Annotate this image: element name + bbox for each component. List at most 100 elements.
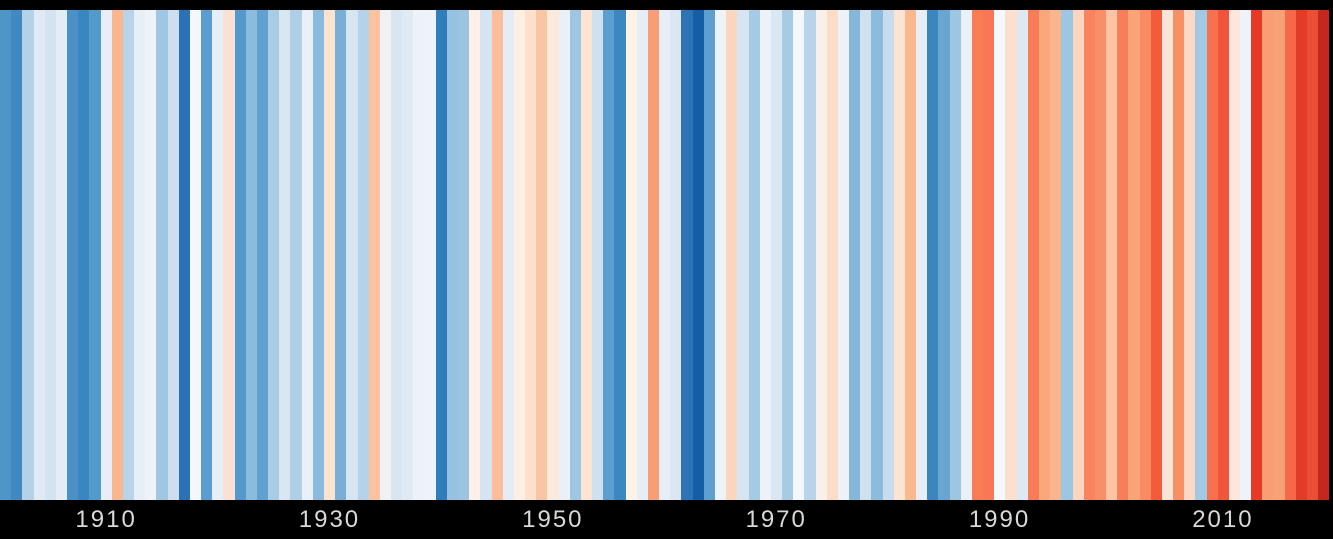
x-tick-1910: 1910 <box>75 506 137 533</box>
x-tick-1950: 1950 <box>522 506 584 533</box>
stripe-2006 <box>1173 10 1185 500</box>
stripes-band <box>0 10 1330 500</box>
stripe-2014 <box>1262 10 1274 500</box>
stripe-1948 <box>525 10 537 500</box>
x-axis-band: 1910 1930 1950 1970 1990 2010 <box>0 500 1333 539</box>
stripe-1952 <box>569 10 581 500</box>
stripe-1990 <box>994 10 1006 500</box>
stripe-1919 <box>201 10 213 500</box>
stripe-1934 <box>368 10 380 500</box>
stripe-1927 <box>290 10 302 500</box>
stripe-1935 <box>379 10 392 500</box>
stripe-2004 <box>1150 10 1162 500</box>
stripe-1926 <box>279 10 291 500</box>
stripe-2010 <box>1217 10 1229 500</box>
stripe-2000 <box>1106 10 1118 500</box>
stripe-1997 <box>1072 10 1084 500</box>
stripe-1914 <box>145 10 157 500</box>
stripe-1998 <box>1083 10 1095 500</box>
x-tick-2010: 2010 <box>1192 506 1254 533</box>
stripe-1984 <box>927 10 939 500</box>
stripe-2009 <box>1206 10 1218 500</box>
stripe-1973 <box>804 10 816 500</box>
stripe-1902 <box>11 10 23 500</box>
top-border <box>0 0 1333 10</box>
stripe-2019 <box>1318 10 1330 500</box>
stripe-1993 <box>1027 10 1039 500</box>
stripe-1982 <box>904 10 917 500</box>
stripe-1923 <box>245 10 257 500</box>
stripe-1969 <box>759 10 771 500</box>
stripe-1964 <box>703 10 715 500</box>
stripe-1949 <box>536 10 548 500</box>
stripe-1968 <box>748 10 760 500</box>
stripe-1922 <box>234 10 246 500</box>
stripe-1981 <box>893 10 905 500</box>
stripe-1991 <box>1005 10 1017 500</box>
stripe-1959 <box>647 10 660 500</box>
right-border <box>1329 0 1333 539</box>
stripe-1940 <box>435 10 447 500</box>
stripe-1907 <box>67 10 79 500</box>
x-tick-1930: 1930 <box>298 506 361 533</box>
stripe-1967 <box>737 10 749 500</box>
stripe-1960 <box>659 10 671 500</box>
stripe-1930 <box>323 10 336 500</box>
stripe-2013 <box>1251 10 1263 500</box>
stripe-1911 <box>111 10 123 500</box>
stripe-2012 <box>1240 10 1252 500</box>
stripe-2002 <box>1128 10 1140 500</box>
stripe-1929 <box>312 10 324 500</box>
stripe-1942 <box>458 10 470 500</box>
stripe-1971 <box>782 10 794 500</box>
stripe-1921 <box>223 10 235 500</box>
stripe-1980 <box>882 10 894 500</box>
stripe-1986 <box>949 10 961 500</box>
stripe-1916 <box>167 10 179 500</box>
stripe-1963 <box>692 10 704 500</box>
stripe-1932 <box>346 10 358 500</box>
stripe-2003 <box>1139 10 1151 500</box>
stripe-1985 <box>938 10 950 500</box>
stripe-1947 <box>513 10 526 500</box>
stripe-1938 <box>413 10 425 500</box>
stripe-1970 <box>770 10 783 500</box>
stripe-1955 <box>603 10 615 500</box>
stripe-1987 <box>960 10 972 500</box>
stripe-2005 <box>1161 10 1174 500</box>
stripe-1913 <box>134 10 146 500</box>
stripe-1961 <box>670 10 682 500</box>
stripe-1904 <box>33 10 45 500</box>
stripe-1933 <box>357 10 369 500</box>
stripe-1931 <box>335 10 347 500</box>
stripe-1901 <box>0 10 12 500</box>
stripe-1906 <box>55 10 68 500</box>
stripe-2011 <box>1228 10 1241 500</box>
stripe-1957 <box>625 10 637 500</box>
stripe-1978 <box>860 10 872 500</box>
stripe-2001 <box>1117 10 1129 500</box>
stripe-1989 <box>983 10 995 500</box>
stripe-1936 <box>391 10 403 500</box>
stripe-1994 <box>1038 10 1051 500</box>
stripe-1951 <box>558 10 570 500</box>
stripe-1950 <box>547 10 559 500</box>
stripe-2008 <box>1195 10 1207 500</box>
stripe-1958 <box>636 10 648 500</box>
stripe-2016 <box>1284 10 1296 500</box>
stripe-2018 <box>1307 10 1319 500</box>
stripe-1945 <box>491 10 503 500</box>
stripe-1937 <box>402 10 414 500</box>
stripe-1944 <box>480 10 492 500</box>
stripe-1941 <box>446 10 459 500</box>
stripe-1999 <box>1094 10 1107 500</box>
stripe-1918 <box>189 10 202 500</box>
stripe-1920 <box>212 10 224 500</box>
stripe-1988 <box>971 10 984 500</box>
stripe-1903 <box>22 10 34 500</box>
stripe-1925 <box>268 10 280 500</box>
stripe-1966 <box>726 10 738 500</box>
stripe-2017 <box>1295 10 1308 500</box>
stripe-1974 <box>815 10 827 500</box>
